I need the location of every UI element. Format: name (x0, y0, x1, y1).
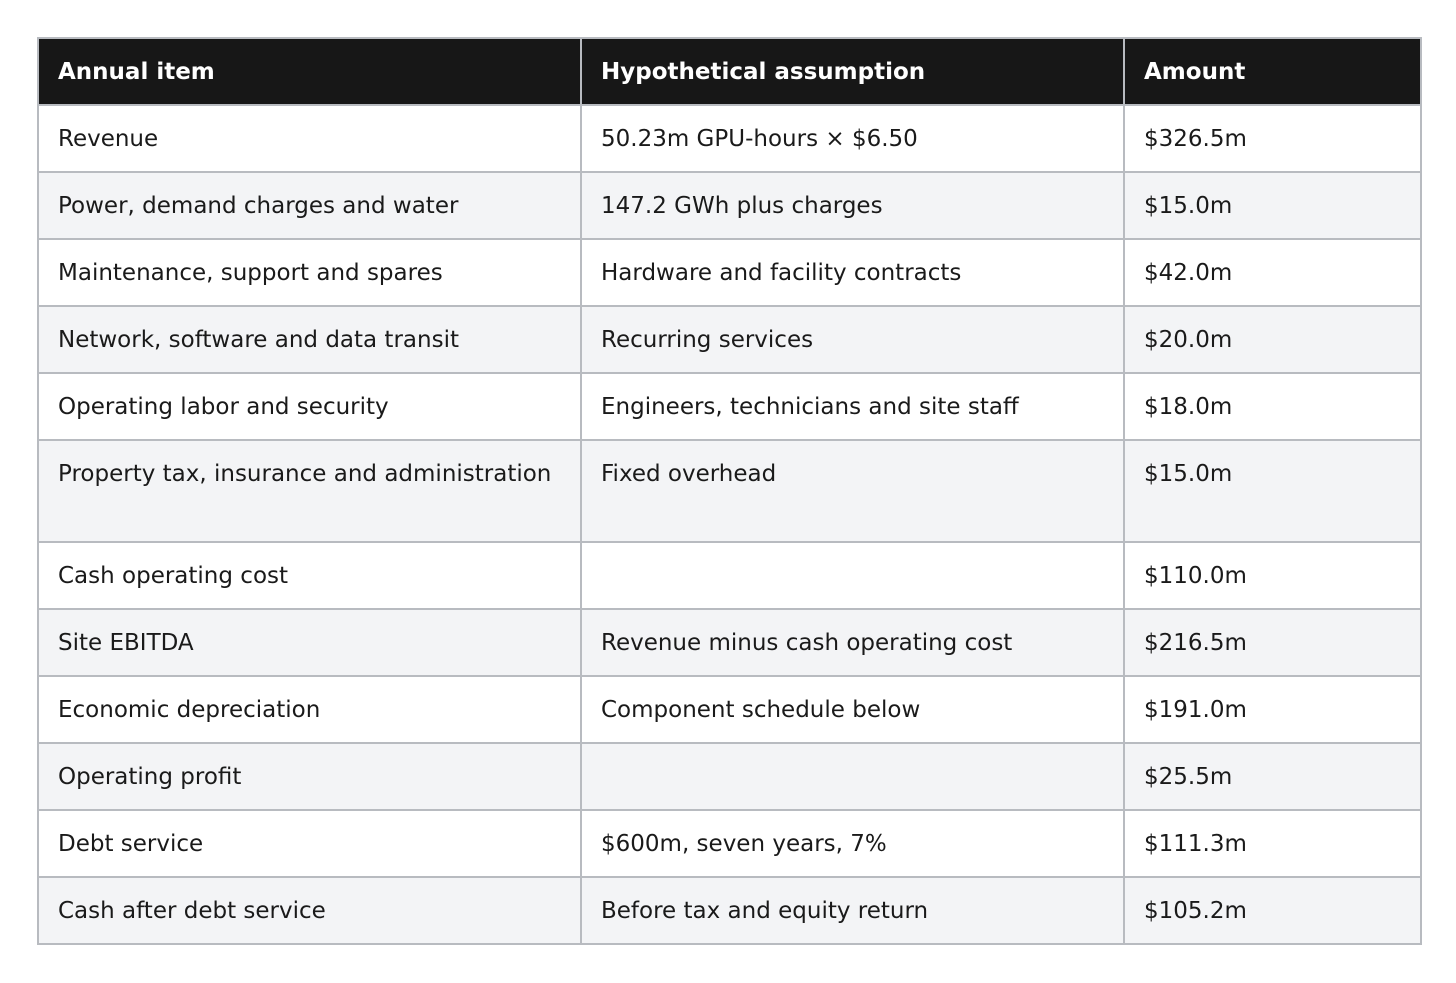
table-row: Network, software and data transit Recur… (37, 305, 1422, 374)
cell-assumption: 50.23m GPU-hours × $6.50 (580, 104, 1125, 173)
cell-item: Power, demand charges and water (37, 171, 582, 240)
cell-amount: $111.3m (1123, 809, 1422, 878)
cell-amount: $110.0m (1123, 541, 1422, 610)
table-row: Maintenance, support and spares Hardware… (37, 238, 1422, 307)
annual-economics-table: Annual item Hypothetical assumption Amou… (37, 37, 1422, 945)
cell-item: Operating profit (37, 742, 582, 811)
cell-assumption (580, 742, 1125, 811)
table-row: Power, demand charges and water 147.2 GW… (37, 171, 1422, 240)
table-row: Revenue 50.23m GPU-hours × $6.50 $326.5m (37, 104, 1422, 173)
cell-assumption: Fixed overhead (580, 439, 1125, 543)
cell-amount: $42.0m (1123, 238, 1422, 307)
cell-assumption: 147.2 GWh plus charges (580, 171, 1125, 240)
cell-item: Cash after debt service (37, 876, 582, 945)
cell-assumption: Recurring services (580, 305, 1125, 374)
cell-amount: $15.0m (1123, 439, 1422, 543)
cell-assumption: Engineers, technicians and site staff (580, 372, 1125, 441)
table-row: Operating labor and security Engineers, … (37, 372, 1422, 441)
table-row: Cash operating cost $110.0m (37, 541, 1422, 610)
cell-assumption (580, 541, 1125, 610)
cell-amount: $20.0m (1123, 305, 1422, 374)
cell-assumption: $600m, seven years, 7% (580, 809, 1125, 878)
cell-item: Debt service (37, 809, 582, 878)
cell-assumption: Before tax and equity return (580, 876, 1125, 945)
cell-amount: $15.0m (1123, 171, 1422, 240)
header-annual-item: Annual item (37, 37, 582, 106)
financial-table-container: Annual item Hypothetical assumption Amou… (37, 37, 1422, 945)
cell-amount: $105.2m (1123, 876, 1422, 945)
table-row: Site EBITDA Revenue minus cash operating… (37, 608, 1422, 677)
cell-item: Operating labor and security (37, 372, 582, 441)
cell-amount: $326.5m (1123, 104, 1422, 173)
cell-item: Revenue (37, 104, 582, 173)
header-amount: Amount (1123, 37, 1422, 106)
cell-assumption: Hardware and facility contracts (580, 238, 1125, 307)
table-row: Economic depreciation Component schedule… (37, 675, 1422, 744)
cell-assumption: Revenue minus cash operating cost (580, 608, 1125, 677)
cell-amount: $25.5m (1123, 742, 1422, 811)
cell-item: Network, software and data transit (37, 305, 582, 374)
table-row: Debt service $600m, seven years, 7% $111… (37, 809, 1422, 878)
cell-amount: $18.0m (1123, 372, 1422, 441)
cell-item: Property tax, insurance and administrati… (37, 439, 582, 543)
table-row: Operating profit $25.5m (37, 742, 1422, 811)
table-row: Cash after debt service Before tax and e… (37, 876, 1422, 945)
table-header-row: Annual item Hypothetical assumption Amou… (37, 37, 1422, 106)
cell-item: Cash operating cost (37, 541, 582, 610)
header-hypothetical-assumption: Hypothetical assumption (580, 37, 1125, 106)
cell-item: Maintenance, support and spares (37, 238, 582, 307)
cell-assumption: Component schedule below (580, 675, 1125, 744)
cell-amount: $191.0m (1123, 675, 1422, 744)
cell-amount: $216.5m (1123, 608, 1422, 677)
table-row: Property tax, insurance and administrati… (37, 439, 1422, 543)
cell-item: Economic depreciation (37, 675, 582, 744)
cell-item: Site EBITDA (37, 608, 582, 677)
